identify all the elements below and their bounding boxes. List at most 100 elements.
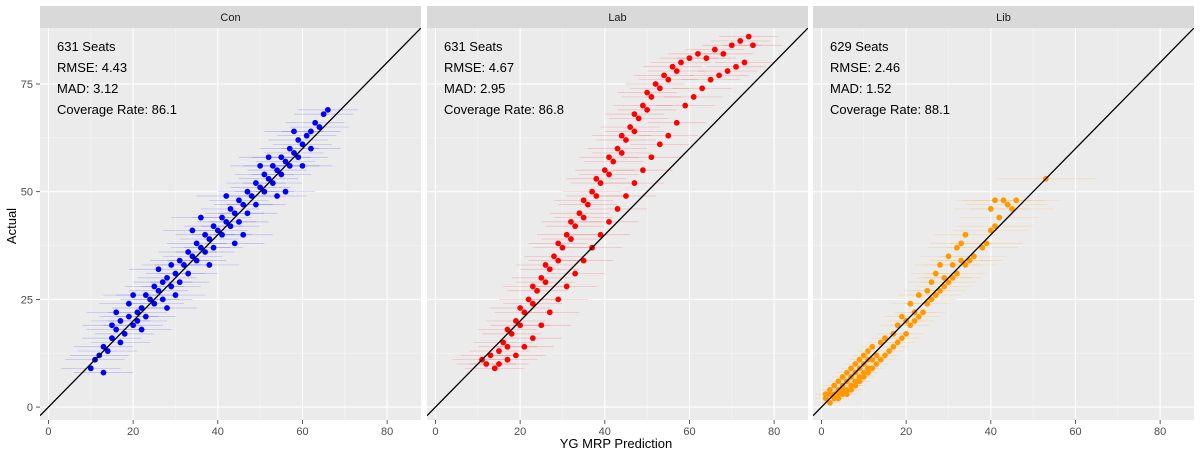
data-point xyxy=(202,231,209,238)
data-point xyxy=(928,279,935,286)
x-tick-label: 40 xyxy=(985,426,997,438)
data-point xyxy=(286,145,293,152)
data-point xyxy=(529,283,536,290)
data-point xyxy=(295,137,302,143)
data-point xyxy=(504,326,511,333)
data-point xyxy=(839,391,846,398)
data-point xyxy=(865,365,871,372)
data-point xyxy=(856,374,863,380)
data-point xyxy=(580,197,587,204)
data-point xyxy=(932,270,939,277)
data-point xyxy=(745,33,752,40)
data-point xyxy=(189,253,196,260)
data-point xyxy=(665,76,672,83)
data-point xyxy=(970,253,977,260)
data-point xyxy=(593,193,600,199)
data-point xyxy=(555,240,562,247)
x-tick-label: 20 xyxy=(514,426,526,438)
data-point xyxy=(100,369,107,376)
data-point xyxy=(104,348,111,354)
data-point xyxy=(954,270,960,277)
data-point xyxy=(121,330,128,337)
x-tick-label: 60 xyxy=(683,426,695,438)
facet-strip-label: Lib xyxy=(996,12,1011,24)
facet-strip xyxy=(40,6,421,28)
data-point xyxy=(286,162,293,169)
data-point xyxy=(992,223,998,230)
x-tick-label: 80 xyxy=(1154,426,1166,438)
data-point xyxy=(316,124,323,130)
data-point xyxy=(324,106,331,113)
data-point xyxy=(656,85,663,92)
data-point xyxy=(987,227,994,234)
data-point xyxy=(164,274,170,281)
data-point xyxy=(513,318,519,324)
data-point xyxy=(113,309,120,316)
data-point xyxy=(945,253,952,260)
data-point xyxy=(214,227,221,234)
data-point xyxy=(627,124,634,130)
data-point xyxy=(109,322,115,329)
data-point xyxy=(168,283,175,290)
data-point xyxy=(848,365,854,372)
data-point xyxy=(159,279,166,286)
data-point xyxy=(176,257,183,264)
data-point xyxy=(181,262,187,268)
data-point xyxy=(644,89,651,96)
panel-annotation-line: MAD: 3.12 xyxy=(57,81,118,96)
data-point xyxy=(635,115,642,122)
data-point xyxy=(261,171,268,178)
data-point xyxy=(155,266,162,273)
data-point xyxy=(915,292,922,298)
x-tick-label: 20 xyxy=(900,426,912,438)
data-point xyxy=(555,296,562,303)
data-point xyxy=(517,322,524,329)
data-point xyxy=(631,128,638,135)
data-point xyxy=(852,361,859,367)
data-point xyxy=(308,128,314,135)
data-point xyxy=(130,322,137,329)
data-point xyxy=(496,361,502,367)
data-point xyxy=(932,292,939,298)
facet-panel-lib: Lib 629 Seats RMSE: 2.46 MAD: 1.52 Coverage … xyxy=(813,6,1194,438)
data-point xyxy=(1009,206,1015,212)
data-point xyxy=(568,236,574,242)
data-point xyxy=(320,111,327,118)
data-point xyxy=(835,391,842,398)
data-point xyxy=(223,218,230,225)
data-point xyxy=(269,180,276,186)
data-point xyxy=(142,313,149,320)
data-point xyxy=(703,55,710,62)
data-point xyxy=(606,218,612,225)
data-point xyxy=(253,180,259,186)
data-point xyxy=(240,231,247,238)
data-point xyxy=(682,102,689,109)
data-point xyxy=(882,352,888,359)
data-point xyxy=(210,223,217,230)
data-point xyxy=(299,141,306,148)
x-tick-label: 0 xyxy=(432,426,438,438)
data-point xyxy=(954,244,960,251)
data-point xyxy=(941,283,948,290)
data-point xyxy=(125,300,132,307)
data-point xyxy=(210,244,217,251)
facet-strip xyxy=(427,6,808,28)
data-point xyxy=(678,59,684,66)
data-point xyxy=(992,197,998,204)
facet-panel-con: Con 631 Seats RMSE: 4.43 MAD: 3.12 Coverage … xyxy=(21,6,421,438)
data-point xyxy=(822,395,829,402)
data-point xyxy=(695,50,701,57)
data-point xyxy=(236,197,242,204)
x-tick-label: 40 xyxy=(212,426,224,438)
data-point xyxy=(843,391,850,398)
panel-annotation-line: Coverage Rate: 88.1 xyxy=(830,102,950,117)
data-point xyxy=(686,55,693,62)
data-point xyxy=(538,322,545,329)
data-point xyxy=(159,296,166,303)
data-point xyxy=(848,386,854,393)
data-point xyxy=(521,343,528,350)
data-point xyxy=(958,257,965,264)
data-point xyxy=(576,210,583,217)
data-point xyxy=(580,257,587,264)
data-point xyxy=(614,206,621,212)
